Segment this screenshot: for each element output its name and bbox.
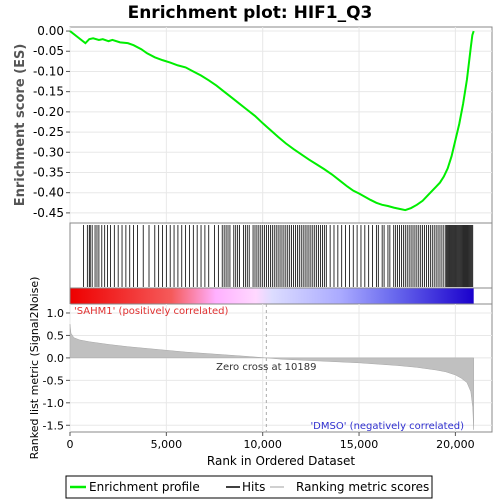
- es-y-tick-label: -0.35: [33, 165, 64, 179]
- x-tick-label: 10,000: [243, 438, 282, 451]
- hits-marks: [83, 225, 474, 287]
- legend-label-hits: Hits: [242, 480, 265, 494]
- metric-y-tick-label: -1.0: [43, 397, 64, 410]
- x-axis-ticks: 0 5,000 10,000 15,000 20,000: [67, 432, 475, 451]
- enrichment-profile-line: [69, 30, 475, 212]
- legend-box: [65, 475, 433, 499]
- es-y-tick-label: -0.45: [33, 206, 64, 220]
- es-y-tick-label: -0.20: [33, 105, 64, 119]
- metric-y-ticks: 1.0 0.5 0.0 -0.5 -1.0 -1.5: [43, 307, 70, 432]
- es-y-tick-label: -0.40: [33, 186, 64, 200]
- es-y-ticks: 0.00 -0.05 -0.10 -0.15 -0.20 -0.25 -0.30 -0.35 -…: [33, 24, 70, 220]
- es-panel-frame: [69, 26, 493, 224]
- x-tick-label: 15,000: [340, 438, 379, 451]
- es-y-tick-label: -0.15: [33, 85, 64, 99]
- x-axis-label: Rank in Ordered Dataset: [207, 454, 355, 468]
- hits-panel-frame: [69, 222, 493, 289]
- legend-label-ranking: Ranking metric scores: [296, 480, 429, 494]
- es-y-tick-label: -0.05: [33, 44, 64, 58]
- metric-gridlines: [69, 304, 492, 432]
- es-y-tick-label: -0.30: [33, 145, 64, 159]
- es-y-tick-label: -0.25: [33, 125, 64, 139]
- x-tick-label: 20,000: [436, 438, 475, 451]
- zero-cross-label: Zero cross at 10189: [216, 362, 316, 373]
- x-tick-label: 5,000: [151, 438, 183, 451]
- positive-correlation-label: 'SAHM1' (positively correlated): [74, 306, 228, 317]
- rank-colorbar: [70, 288, 474, 304]
- metric-y-tick-label: -0.5: [43, 374, 64, 387]
- x-tick-label: 0: [67, 438, 74, 451]
- metric-y-tick-label: 0.0: [47, 352, 65, 365]
- metric-y-tick-label: 1.0: [47, 307, 65, 320]
- es-y-tick-label: -0.10: [33, 64, 64, 78]
- chart-title: Enrichment plot: HIF1_Q3: [128, 3, 373, 23]
- metric-y-tick-label: 0.5: [47, 329, 65, 342]
- es-y-tick-label: 0.00: [37, 24, 64, 38]
- es-gridlines: [69, 27, 492, 223]
- ranking-metric-area: [69, 324, 474, 430]
- negative-correlation-label: 'DMSO' (negatively correlated): [310, 421, 464, 432]
- legend-label-enrichment: Enrichment profile: [89, 480, 200, 494]
- es-y-axis-label: Enrichment score (ES): [13, 44, 28, 207]
- metric-y-axis-label: Ranked list metric (Signal2Noise): [28, 277, 41, 460]
- metric-y-tick-label: -1.5: [43, 419, 64, 432]
